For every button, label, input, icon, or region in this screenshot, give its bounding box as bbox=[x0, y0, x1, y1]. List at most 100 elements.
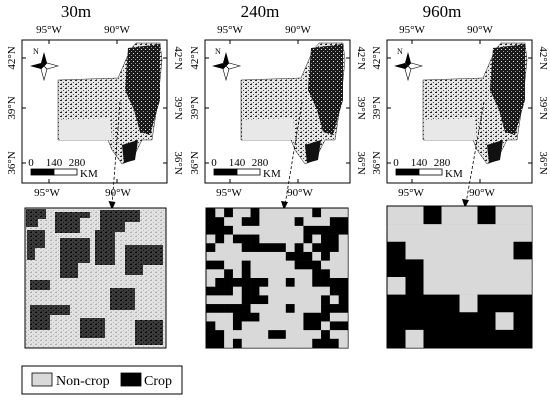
zoom-window-240m bbox=[205, 207, 349, 349]
grid-cell bbox=[441, 312, 460, 331]
scale-tick: 0 bbox=[211, 157, 217, 169]
grid-cell bbox=[224, 286, 234, 296]
grid-cell bbox=[232, 286, 243, 296]
grid-cell bbox=[232, 269, 243, 279]
north-label: N bbox=[397, 47, 403, 56]
grid-cell bbox=[303, 304, 313, 314]
grid-cell bbox=[206, 260, 216, 270]
legend-swatch-noncrop bbox=[31, 372, 53, 387]
scale-tick: 0 bbox=[28, 157, 34, 169]
grid-cell bbox=[495, 206, 514, 225]
grid-cell bbox=[338, 338, 348, 348]
scale-bar: 0 140 280 KM bbox=[211, 157, 281, 180]
lat-label-left: 36°N bbox=[371, 151, 383, 174]
grid-cell bbox=[241, 225, 251, 235]
grid-cell bbox=[215, 225, 225, 235]
grid-cell bbox=[277, 260, 287, 270]
grid-cell bbox=[268, 321, 278, 331]
grid-cell bbox=[250, 312, 260, 322]
grid-cell bbox=[312, 217, 322, 227]
grid-cell bbox=[329, 312, 339, 322]
grid-cell bbox=[303, 286, 313, 296]
grid-cell bbox=[423, 294, 442, 313]
grid-cell bbox=[224, 225, 234, 235]
grid-cell bbox=[285, 321, 295, 331]
grid-cell bbox=[423, 206, 442, 225]
grid-cell bbox=[259, 225, 269, 235]
grid-cell bbox=[459, 206, 478, 225]
lat-label-left: 36°N bbox=[6, 151, 18, 174]
zoom-pointer bbox=[108, 101, 121, 210]
grid-cell bbox=[321, 260, 331, 270]
grid-cell bbox=[215, 251, 225, 261]
grid-cell bbox=[224, 260, 234, 270]
grid-cell bbox=[294, 260, 304, 270]
grid-cell bbox=[513, 277, 532, 295]
grid-cell bbox=[268, 260, 278, 270]
legend-swatch-crop bbox=[120, 372, 142, 387]
grid-cell bbox=[250, 251, 260, 261]
lat-label-left: 39°N bbox=[371, 96, 383, 119]
grid-cell bbox=[338, 208, 348, 218]
grid-cell bbox=[224, 338, 234, 348]
grid-cell bbox=[241, 304, 251, 314]
grid-cell bbox=[241, 338, 251, 348]
grid-cell bbox=[387, 259, 406, 278]
grid-cell bbox=[387, 294, 406, 313]
grid-cell bbox=[277, 251, 287, 261]
grid-cell bbox=[294, 330, 304, 340]
grid-cell bbox=[224, 217, 234, 227]
grid-cell bbox=[250, 304, 260, 314]
grid-cell bbox=[387, 277, 406, 295]
grid-cell bbox=[277, 278, 287, 287]
study-area-map bbox=[422, 42, 528, 165]
scale-bar: 0 140 280 KM bbox=[28, 157, 98, 180]
grid-cell bbox=[321, 304, 331, 314]
grid-cell bbox=[206, 208, 216, 218]
lat-label-left: 42°N bbox=[371, 46, 383, 69]
grid-cell bbox=[259, 217, 269, 227]
zoom-pointer bbox=[281, 101, 303, 210]
grid-cell bbox=[215, 330, 225, 340]
grid-cell bbox=[303, 251, 313, 261]
lat-label-left: 42°N bbox=[6, 46, 18, 69]
grid-cell bbox=[232, 208, 243, 218]
grid-cell bbox=[312, 243, 322, 253]
grid-cell bbox=[241, 330, 251, 340]
grid-cell bbox=[321, 338, 331, 348]
grid-cell bbox=[268, 295, 278, 305]
lon-label-bottom: 95°W bbox=[398, 187, 424, 199]
legend-label-noncrop: Non-crop bbox=[56, 374, 110, 389]
grid-cell bbox=[232, 251, 243, 261]
grid-cell bbox=[268, 217, 278, 227]
grid-cell bbox=[215, 286, 225, 296]
grid-cell bbox=[250, 286, 260, 296]
grid-cell bbox=[277, 217, 287, 227]
grid-cell bbox=[321, 269, 331, 279]
grid-cell bbox=[459, 294, 478, 313]
grid-cell bbox=[513, 329, 532, 348]
grid-cell bbox=[477, 312, 496, 331]
grid-cell bbox=[303, 312, 313, 322]
grid-cell bbox=[441, 329, 460, 348]
grid-cell bbox=[268, 208, 278, 218]
grid-cell bbox=[312, 321, 322, 331]
grid-cell bbox=[338, 243, 348, 253]
grid-cell bbox=[312, 260, 322, 270]
grid-cell bbox=[338, 312, 348, 322]
grid-cell bbox=[495, 241, 514, 260]
grid-cell bbox=[250, 338, 260, 348]
grid-cell bbox=[285, 260, 295, 270]
lat-label-right: 42°N bbox=[172, 46, 184, 69]
grid-cell bbox=[294, 225, 304, 235]
grid-cell bbox=[312, 286, 322, 296]
grid-cell bbox=[224, 243, 234, 253]
grid-cell bbox=[215, 321, 225, 331]
grid-cell bbox=[259, 243, 269, 253]
grid-cell bbox=[259, 338, 269, 348]
zoom-grid-240m bbox=[206, 208, 348, 348]
lon-label-bottom: 95°W bbox=[34, 187, 60, 199]
grid-cell bbox=[303, 338, 313, 348]
grid-cell bbox=[277, 225, 287, 235]
grid-cell bbox=[232, 295, 243, 305]
